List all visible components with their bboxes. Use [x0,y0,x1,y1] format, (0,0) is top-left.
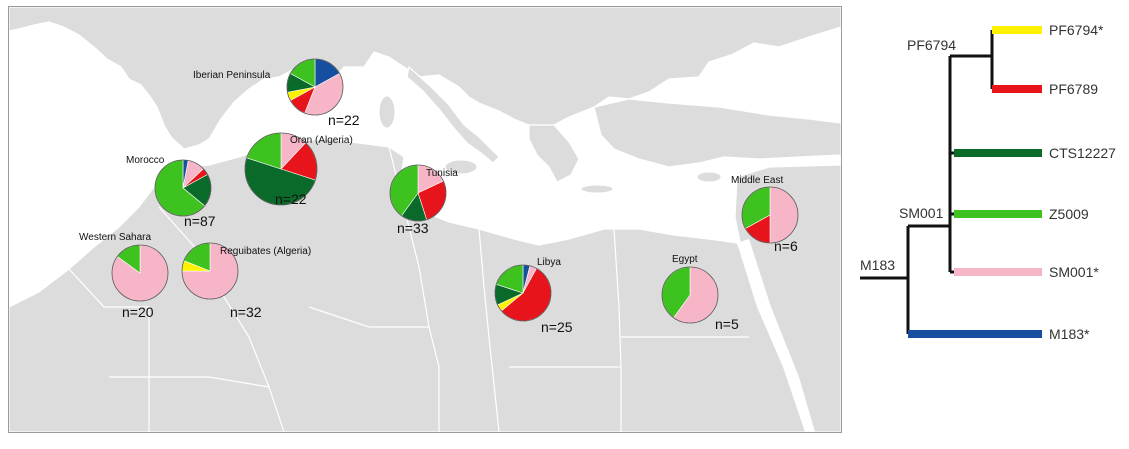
region-label-reguibates-algeria: Reguibates (Algeria) [220,246,311,257]
region-label-iberian-peninsula: Iberian Peninsula [193,70,271,81]
region-label-egypt: Egypt [672,254,698,265]
pie-iberian-peninsula [286,58,344,116]
pie-outline-western-sahara [111,244,169,302]
sample-size-morocco: n=87 [184,213,216,229]
pie-outline-iberian-peninsula [286,58,344,116]
leaf-label-pf6789: PF6789 [1049,81,1098,97]
region-label-libya: Libya [537,257,561,268]
island-cyprus [696,171,722,183]
leaf-bar-pf6789 [992,85,1042,93]
country-borders [68,146,749,432]
sample-size-western-sahara: n=20 [122,304,154,320]
haplogroup-tree-panel: PF6794* PF6789 CTS12227 Z5009 SM001* M18… [850,0,1129,444]
pie-morocco [154,159,212,217]
tree-branches [860,30,994,336]
leaf-bar-sm001star [954,268,1042,276]
pie-outline-tunisia [389,164,447,222]
region-label-western-sahara: Western Sahara [79,232,152,243]
pie-outline-reguibates-algeria [181,242,239,300]
leaf-label-z5009: Z5009 [1049,206,1089,222]
pie-tunisia [389,164,447,222]
leaf-bar-pf6794star [992,26,1042,34]
sample-size-reguibates-algeria: n=32 [230,304,262,320]
map-panel: Iberian Peninsula n=22 Oran (Algeria) n=22 M… [8,6,842,433]
region-label-middle-east: Middle East [731,175,783,186]
sample-size-middle-east: n=6 [774,238,798,254]
pie-outline-morocco [154,159,212,217]
node-label-sm001: SM001 [899,205,944,221]
pie-outline-middle-east [741,186,799,244]
pie-outline-egypt [661,266,719,324]
sample-size-iberian-peninsula: n=22 [328,112,360,128]
red-sea [737,239,815,432]
island-crete [580,184,614,194]
tree-labels: PF6794* PF6789 CTS12227 Z5009 SM001* M18… [860,22,1116,342]
region-label-morocco: Morocco [126,155,165,166]
pie-egypt [661,266,719,324]
sample-size-libya: n=25 [541,319,573,335]
pie-middle-east [741,186,799,244]
region-label-oran-algeria: Oran (Algeria) [290,135,353,146]
pie-libya [494,264,552,322]
node-label-pf6794: PF6794 [907,37,956,53]
region-label-tunisia: Tunisia [426,168,458,179]
label-layer: Iberian Peninsula n=22 Oran (Algeria) n=22 M… [79,70,798,335]
island-sicily [444,159,478,175]
pie-outline-oran-algeria [244,132,318,206]
landmass-italy [406,65,500,164]
island-sardinia [378,95,396,129]
pie-outline-libya [494,264,552,322]
pie-chart-layer [111,58,799,324]
node-label-m183: M183 [860,257,895,273]
sample-size-egypt: n=5 [715,316,739,332]
landmass-europe [9,7,841,150]
map-svg: Iberian Peninsula n=22 Oran (Algeria) n=22 M… [9,7,841,432]
leaf-label-cts12227: CTS12227 [1049,145,1116,161]
leaf-label-sm001star: SM001* [1049,264,1099,280]
landmass-turkey [593,98,841,168]
sample-size-oran-algeria: n=22 [275,191,307,207]
leaf-bar-cts12227 [954,149,1042,157]
pie-oran-algeria [244,132,318,206]
leaf-bar-z5009 [954,210,1042,218]
leaf-label-pf6794star: PF6794* [1049,22,1104,38]
leaf-bar-m183star [908,330,1042,338]
tree-leaves [908,26,1042,338]
leaf-label-m183star: M183* [1049,326,1090,342]
pie-western-sahara [111,244,169,302]
landmass-balkans [528,124,580,183]
sample-size-tunisia: n=33 [397,220,429,236]
pie-reguibates-algeria [181,242,239,300]
tree-svg: PF6794* PF6789 CTS12227 Z5009 SM001* M18… [860,22,1116,342]
